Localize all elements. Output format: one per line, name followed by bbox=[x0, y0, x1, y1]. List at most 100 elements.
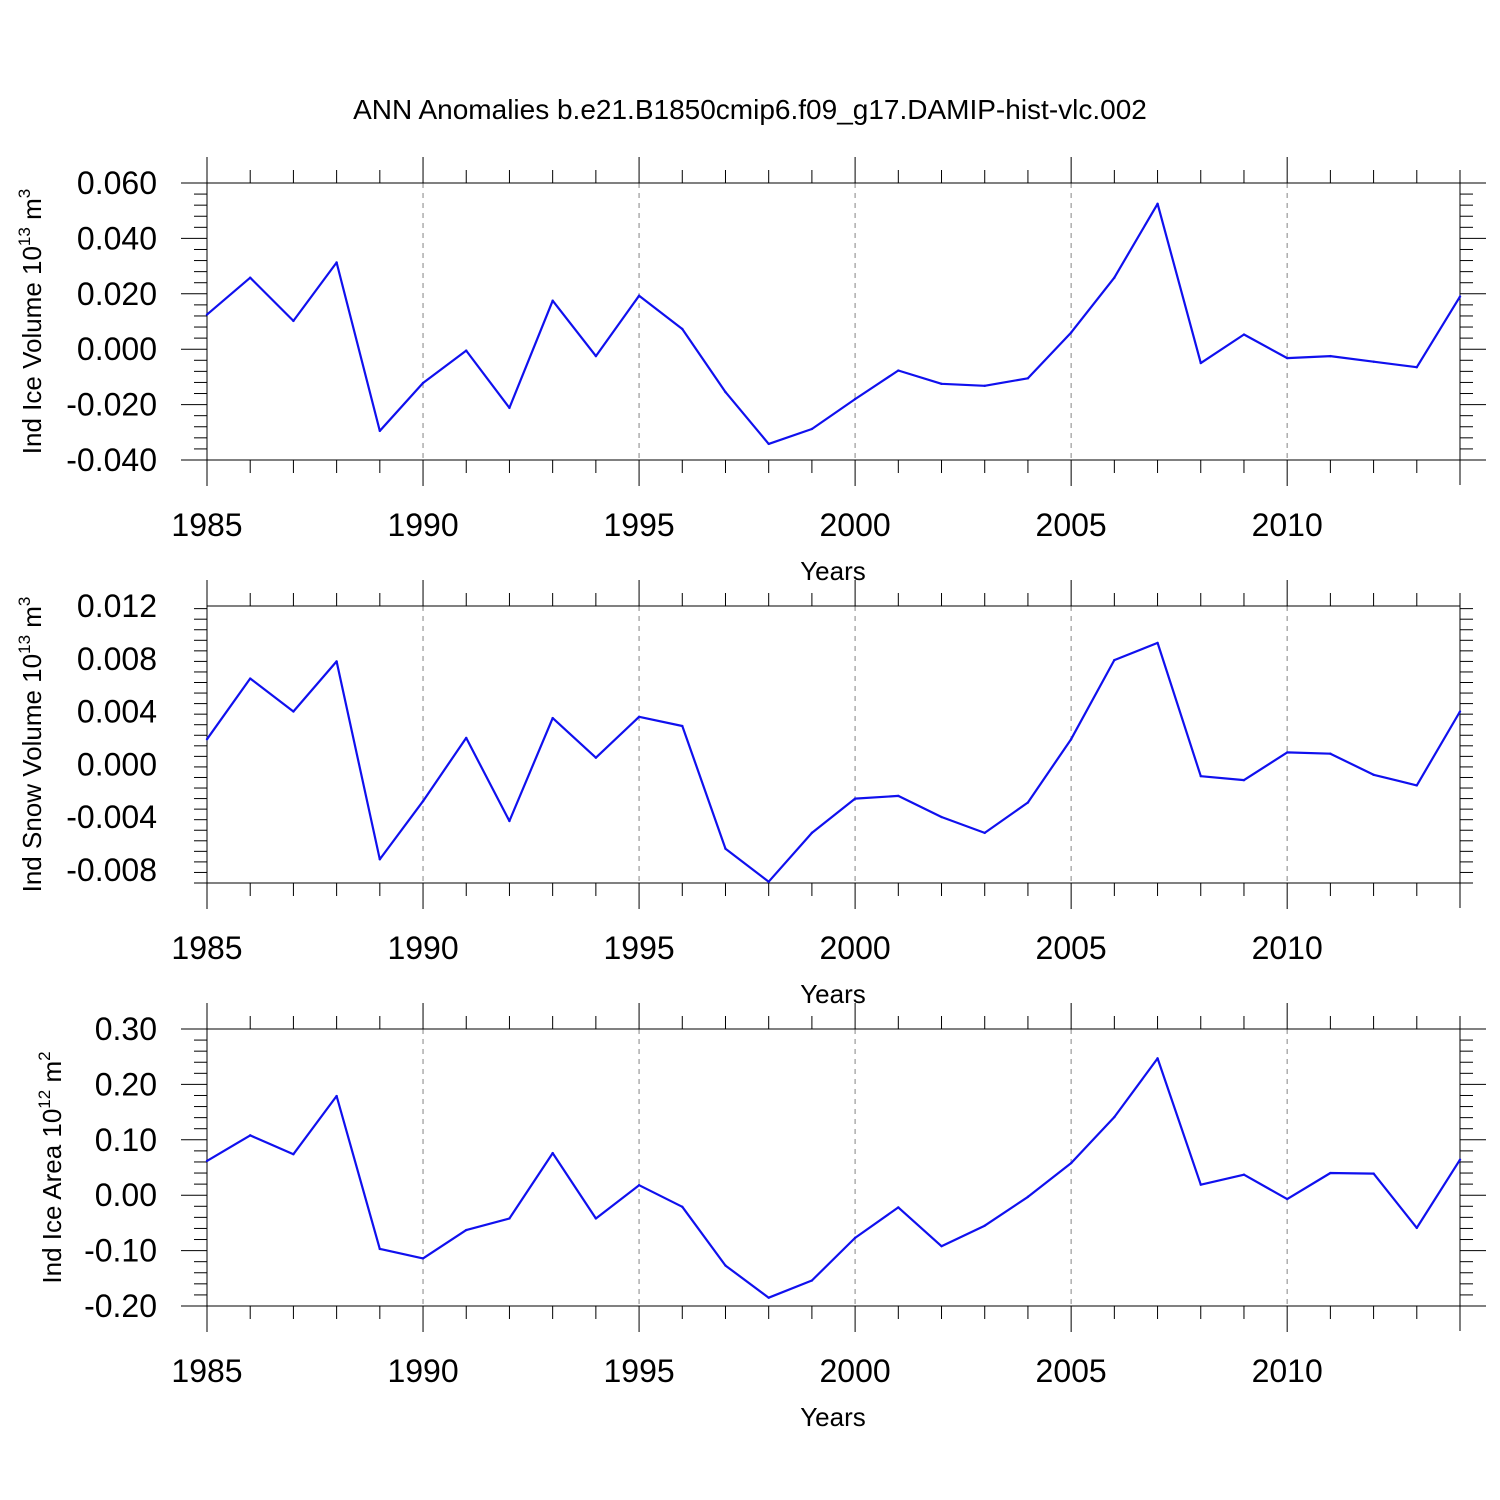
data-point bbox=[465, 1228, 468, 1232]
data-point bbox=[1458, 1158, 1462, 1161]
data-point bbox=[1372, 360, 1375, 363]
data-point bbox=[1458, 710, 1462, 713]
y-tick-label: -0.004 bbox=[66, 799, 157, 835]
data-point bbox=[508, 406, 511, 410]
data-point bbox=[724, 1264, 727, 1267]
y-tick-label: 0.30 bbox=[95, 1011, 157, 1047]
data-point bbox=[551, 1151, 554, 1155]
data-point bbox=[897, 794, 900, 798]
data-point bbox=[1285, 356, 1289, 360]
data-point bbox=[1242, 1173, 1246, 1176]
data-point bbox=[637, 715, 641, 718]
data-point bbox=[1415, 784, 1418, 787]
y-axis-title-part: m bbox=[17, 606, 47, 635]
data-point bbox=[1242, 778, 1246, 782]
y-axis-title: Ind Ice Volume 1013 m3 bbox=[15, 189, 47, 454]
data-point bbox=[1329, 354, 1332, 358]
y-tick-label: 0.008 bbox=[77, 641, 157, 677]
data-point bbox=[249, 677, 252, 680]
data-point bbox=[1285, 1197, 1289, 1201]
x-tick-label: 2010 bbox=[1252, 1353, 1323, 1389]
data-point bbox=[853, 1236, 857, 1240]
x-tick-label: 1990 bbox=[387, 1353, 458, 1389]
data-point bbox=[1372, 773, 1375, 777]
x-tick-label: 1995 bbox=[603, 930, 674, 966]
y-axis-title: Ind Ice Area 1012 m2 bbox=[35, 1051, 67, 1283]
x-tick-label: 1995 bbox=[603, 507, 674, 543]
data-point bbox=[594, 354, 598, 358]
y-axis-title-part: Ind Ice Volume 10 bbox=[17, 246, 47, 454]
y-axis-title-part: m bbox=[37, 1061, 67, 1090]
data-point bbox=[1069, 331, 1073, 334]
data-point bbox=[897, 369, 900, 372]
y-axis-title-superscript: 13 bbox=[15, 227, 34, 246]
data-point bbox=[1156, 202, 1159, 205]
data-point bbox=[465, 349, 468, 352]
data-point bbox=[378, 1247, 382, 1251]
data-point bbox=[1199, 774, 1202, 778]
data-point bbox=[767, 1296, 770, 1299]
data-point bbox=[681, 327, 684, 331]
data-point bbox=[940, 1244, 943, 1248]
x-tick-label: 1995 bbox=[603, 1353, 674, 1389]
data-point bbox=[810, 427, 814, 431]
y-tick-label: 0.012 bbox=[77, 588, 157, 624]
y-axis-title-superscript: 3 bbox=[15, 189, 34, 198]
data-point bbox=[249, 1134, 252, 1137]
x-tick-label: 2005 bbox=[1036, 1353, 1107, 1389]
panel-1: -0.040 -0.020 0.000 0.020 0.040 0.060 1985 1990… bbox=[15, 157, 1486, 586]
data-point bbox=[421, 381, 425, 385]
y-tick-label: -0.040 bbox=[66, 442, 157, 478]
data-point bbox=[767, 442, 770, 446]
data-point bbox=[292, 319, 295, 323]
y-tick-label: -0.10 bbox=[84, 1233, 157, 1269]
data-point bbox=[810, 831, 814, 835]
data-point bbox=[508, 1217, 511, 1220]
data-point bbox=[1026, 1195, 1030, 1199]
data-point bbox=[292, 1153, 295, 1156]
x-axis-title: Years bbox=[800, 556, 866, 586]
data-point bbox=[335, 261, 338, 264]
data-point bbox=[897, 1206, 900, 1209]
data-point bbox=[1242, 333, 1246, 336]
x-tick-label: 2000 bbox=[820, 507, 891, 543]
y-tick-label: 0.000 bbox=[77, 331, 157, 367]
x-tick-label: 1990 bbox=[387, 507, 458, 543]
data-point bbox=[205, 1159, 209, 1163]
data-point bbox=[810, 1279, 814, 1282]
data-point bbox=[1156, 641, 1159, 645]
data-point bbox=[205, 313, 209, 316]
data-point bbox=[1372, 1172, 1375, 1175]
data-point bbox=[637, 1184, 641, 1187]
data-point bbox=[1199, 1183, 1202, 1186]
data-point bbox=[853, 397, 857, 401]
y-tick-label: 0.060 bbox=[77, 165, 157, 201]
data-point bbox=[853, 797, 857, 800]
data-point bbox=[940, 815, 943, 819]
x-tick-label: 2010 bbox=[1252, 507, 1323, 543]
series-line bbox=[206, 1057, 1461, 1299]
y-axis-title-superscript: 12 bbox=[35, 1090, 54, 1109]
x-tick-label: 1985 bbox=[171, 507, 242, 543]
data-point bbox=[335, 660, 338, 663]
data-point bbox=[681, 1205, 684, 1209]
y-tick-label: 0.040 bbox=[77, 220, 157, 256]
series-line bbox=[206, 641, 1461, 883]
data-point bbox=[335, 1094, 338, 1098]
y-tick-label: 0.10 bbox=[95, 1122, 157, 1158]
data-point bbox=[1329, 1171, 1332, 1175]
data-point bbox=[983, 831, 986, 835]
x-axis-title: Years bbox=[800, 1402, 866, 1432]
data-point bbox=[1026, 377, 1030, 380]
data-point bbox=[1069, 1161, 1073, 1165]
y-tick-label: 0.020 bbox=[77, 276, 157, 312]
data-point bbox=[1415, 1226, 1418, 1230]
data-point bbox=[681, 724, 684, 728]
data-point bbox=[983, 1224, 986, 1227]
x-tick-label: 2005 bbox=[1036, 930, 1107, 966]
data-point bbox=[1113, 276, 1116, 279]
panel-3: -0.20 -0.10 0.00 0.10 0.20 0.30 1985 1990 1995 20… bbox=[35, 1003, 1486, 1432]
x-tick-label: 1985 bbox=[171, 1353, 242, 1389]
y-axis-title-superscript: 3 bbox=[15, 597, 34, 606]
